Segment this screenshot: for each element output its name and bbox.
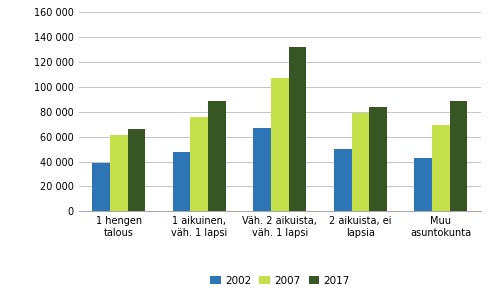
Bar	[450, 101, 467, 211]
Bar	[110, 135, 128, 211]
Bar	[271, 78, 289, 211]
Bar	[352, 113, 369, 211]
Legend: 2002, 2007, 2017: 2002, 2007, 2017	[206, 271, 354, 290]
Bar	[191, 117, 208, 211]
Bar	[414, 158, 432, 211]
Bar	[253, 128, 271, 211]
Bar	[173, 152, 191, 211]
Bar	[208, 101, 226, 211]
Bar	[369, 107, 387, 211]
Bar	[432, 125, 450, 211]
Bar	[128, 129, 145, 211]
Bar	[92, 163, 110, 211]
Bar	[334, 149, 352, 211]
Bar	[289, 47, 306, 211]
